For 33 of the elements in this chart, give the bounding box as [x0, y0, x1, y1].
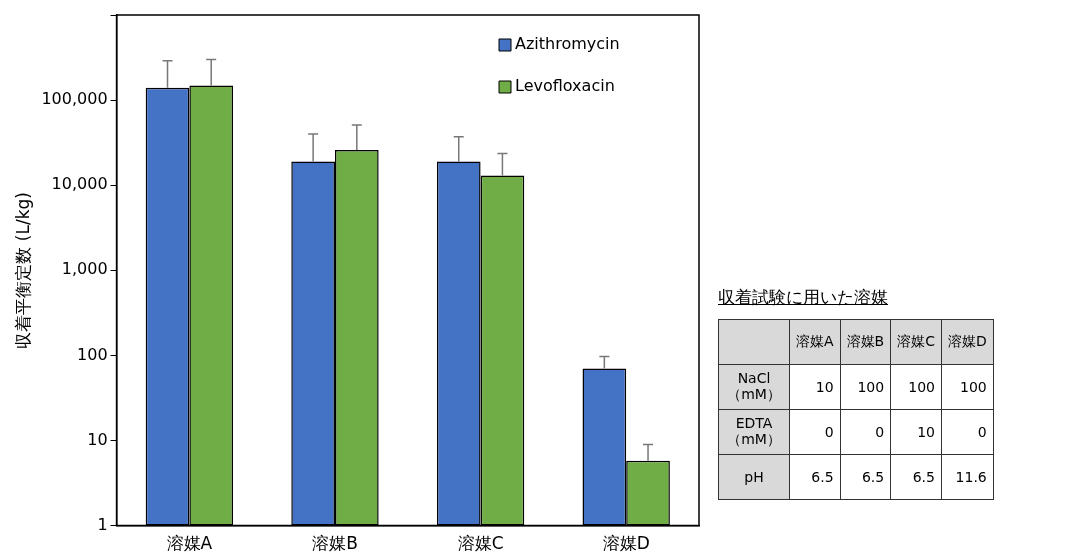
y-tick-label: 10	[87, 429, 108, 449]
text: 収着試験に用いた溶媒	[718, 286, 889, 309]
x-tick-label: 溶媒A	[166, 533, 213, 554]
x-tick-label: 溶媒C	[457, 533, 504, 554]
category-label: 溶媒B	[840, 319, 891, 365]
y-tick-label: 100	[77, 344, 108, 364]
category-label: NaCl （mM）	[727, 370, 781, 402]
text: 10	[815, 379, 834, 395]
text: 0	[875, 424, 885, 440]
text: 6.5	[811, 469, 834, 485]
text: 100	[857, 379, 885, 395]
legend-label: Levofloxacin	[515, 76, 615, 96]
category-label: 溶媒C	[890, 319, 942, 365]
text: 11.6	[955, 469, 987, 485]
category-label: EDTA （mM）	[727, 415, 781, 447]
text: 0	[977, 424, 987, 440]
y-tick-label: 10,000	[51, 174, 108, 194]
text: 10	[917, 424, 935, 440]
text: 100	[960, 379, 987, 395]
x-tick-label: 溶媒B	[312, 533, 358, 554]
x-tick-label: 溶媒D	[602, 533, 650, 554]
y-axis-title: 収着平衡定数 (L/kg)	[12, 192, 33, 349]
category-label: 溶媒A	[789, 319, 841, 365]
y-tick-label: 100,000	[41, 89, 108, 109]
text: 6.5	[861, 469, 885, 485]
text: 0	[824, 424, 834, 440]
y-tick-label: 1	[97, 514, 108, 534]
text: 100	[908, 379, 935, 395]
category-label: pH	[744, 469, 764, 485]
y-tick-label: 1,000	[61, 259, 108, 279]
category-label: 溶媒D	[941, 319, 994, 365]
text: 6.5	[912, 469, 935, 485]
legend-label: Azithromycin	[515, 34, 620, 54]
